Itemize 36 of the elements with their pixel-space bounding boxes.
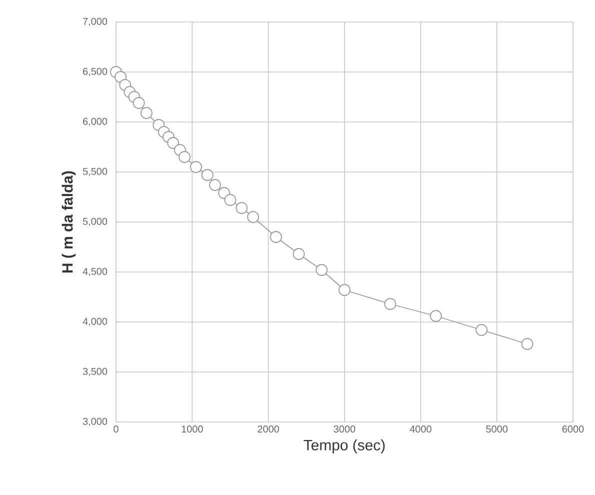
x-tick-label: 4000	[410, 426, 432, 433]
point	[167, 137, 180, 149]
x-tick-label: 0	[114, 426, 118, 433]
point	[236, 202, 248, 214]
x-tick-label: 5000	[486, 426, 508, 433]
point	[476, 324, 488, 336]
y-tick-label: 4,000	[82, 318, 108, 326]
point	[247, 211, 260, 223]
x-tick-label: 2000	[258, 426, 280, 433]
y-tick-label: 7,000	[83, 18, 108, 26]
y-tick-label: 6,500	[83, 68, 108, 76]
point	[140, 107, 152, 119]
point	[384, 298, 396, 310]
point	[316, 264, 328, 276]
x-axis-title: Tempo (sec)	[304, 439, 385, 454]
point	[132, 97, 145, 109]
point	[190, 161, 202, 173]
x-tick-label: 1000	[182, 426, 203, 433]
point	[270, 231, 282, 243]
y-axis-title: H ( m da falda)	[62, 171, 76, 272]
x-tick-label: 3000	[334, 426, 356, 433]
y-tick-label: 6,000	[83, 118, 108, 126]
y-tick-label: 4,500	[82, 268, 108, 276]
point	[430, 310, 442, 322]
point	[224, 194, 236, 206]
y-tick-label: 5,500	[82, 168, 108, 176]
point	[201, 169, 214, 181]
point	[178, 151, 190, 163]
point	[292, 248, 305, 260]
y-tick-label: 5,000	[82, 218, 108, 226]
y-tick-label: 3,500	[82, 368, 108, 376]
point	[209, 179, 221, 191]
point	[338, 284, 350, 296]
point	[521, 338, 534, 350]
y-tick-label: 3,000	[82, 418, 108, 426]
x-tick-label: 6000	[562, 426, 584, 433]
